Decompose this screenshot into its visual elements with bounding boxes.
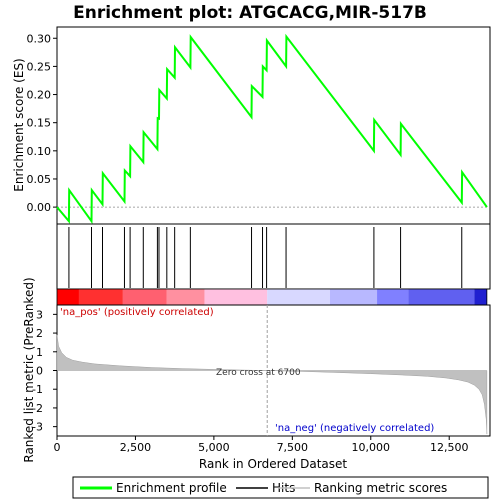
es-y-tick-label: 0.25 [27, 60, 52, 73]
x-tick-label: 5,000 [198, 441, 230, 454]
band-segment [377, 289, 409, 305]
metric-y-tick-label: 0 [36, 365, 43, 378]
es-panel [56, 26, 491, 225]
band-segment [267, 289, 330, 305]
legend-metric-label: Ranking metric scores [314, 481, 447, 495]
pos-correlated-label: 'na_pos' (positively correlated) [60, 307, 214, 318]
ranking-metric-area [56, 334, 488, 435]
band-segment [78, 289, 123, 305]
band-segment [57, 289, 79, 305]
metric-y-tick-label: -2 [32, 402, 43, 415]
es-y-tick-label: 0.10 [27, 145, 52, 158]
ranking-color-band [56, 288, 488, 306]
metric-y-tick-label: 3 [36, 308, 43, 321]
es-y-tick-label: 0.20 [27, 89, 52, 102]
chart-title: Enrichment plot: ATGCACG,MIR-517B [73, 3, 427, 23]
band-segment [166, 289, 205, 305]
neg-correlated-label: 'na_neg' (negatively correlated) [275, 423, 434, 434]
metric-y-tick-label: -1 [32, 383, 43, 396]
es-y-tick-label: 0.15 [27, 117, 52, 130]
x-tick-label: 2,500 [120, 441, 152, 454]
band-segment [204, 289, 268, 305]
band-segment [329, 289, 378, 305]
es-y-axis-label: Enrichment score (ES) [12, 58, 26, 191]
band-segment [408, 289, 475, 305]
metric-y-tick-label: 2 [36, 327, 43, 340]
x-tick-label: 0 [54, 441, 61, 454]
es-y-tick-label: 0.05 [27, 173, 52, 186]
x-axis: 0 2,500 5,000 7,500 10,000 12,500 [54, 436, 469, 454]
x-tick-label: 12,500 [430, 441, 469, 454]
metric-y-axis-label: Ranked list metric (PreRanked) [22, 277, 36, 462]
legend-es-label: Enrichment profile [116, 481, 227, 495]
x-axis-label: Rank in Ordered Dataset [199, 457, 347, 471]
es-y-tick-label: 0.30 [27, 32, 52, 45]
band-segment [122, 289, 167, 305]
band-segment [474, 289, 487, 305]
metric-y-axis: 3 2 1 0 -1 -2 -3 [32, 308, 57, 434]
metric-y-tick-label: -3 [32, 421, 43, 434]
hits-markers [68, 227, 463, 288]
x-tick-label: 7,500 [277, 441, 309, 454]
es-y-axis: 0.00 0.05 0.10 0.15 0.20 0.25 0.30 [27, 32, 57, 214]
metric-y-tick-label: 1 [36, 346, 43, 359]
hits-panel [56, 223, 491, 290]
enrichment-profile-line [56, 33, 488, 225]
es-y-tick-label: 0.00 [27, 201, 52, 214]
zero-cross-label: Zero cross at 6700 [216, 368, 301, 378]
x-tick-label: 10,000 [352, 441, 391, 454]
